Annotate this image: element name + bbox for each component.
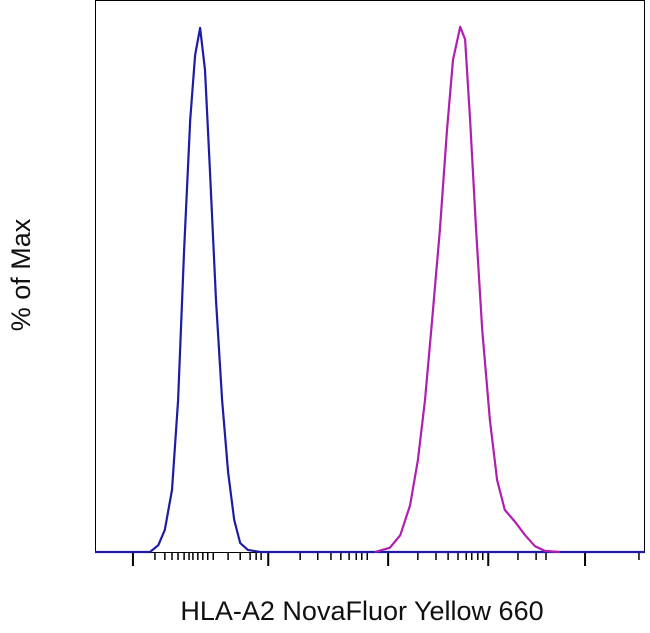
plot-frame [95, 0, 645, 553]
histogram-line [95, 26, 645, 554]
histogram-line [374, 25, 560, 554]
y-axis-label: % of Max [6, 218, 36, 331]
x-axis-label: HLA-A2 NovaFluor Yellow 660 [180, 596, 543, 626]
